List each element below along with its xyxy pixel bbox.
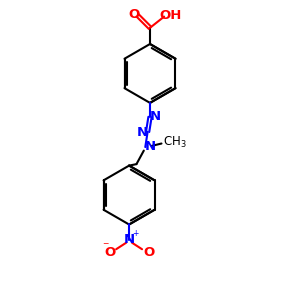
Text: O: O (104, 246, 115, 259)
Text: O: O (128, 8, 139, 21)
Text: N: N (145, 140, 156, 153)
Text: N: N (124, 233, 135, 246)
Text: N: N (137, 126, 148, 139)
Text: CH$_3$: CH$_3$ (163, 135, 187, 150)
Text: N: N (149, 110, 161, 123)
Text: $^+$: $^+$ (131, 230, 140, 239)
Text: $^-$: $^-$ (101, 241, 110, 251)
Text: O: O (143, 246, 154, 259)
Text: OH: OH (159, 9, 182, 22)
